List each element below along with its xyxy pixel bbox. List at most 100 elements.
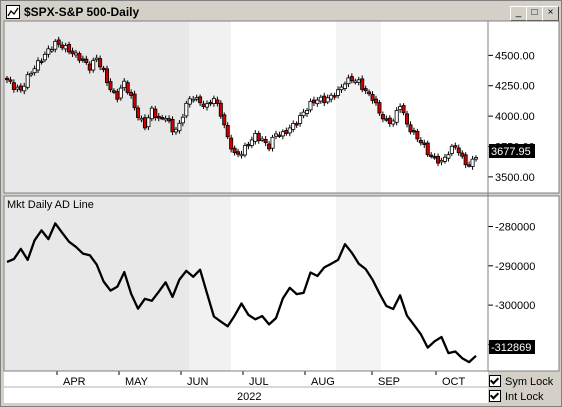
candle-body: [91, 60, 96, 71]
candle-body: [270, 136, 275, 149]
candle-body: [94, 57, 99, 60]
candle-body: [391, 120, 396, 125]
candle-body: [349, 76, 354, 82]
candle-body: [49, 49, 54, 52]
candle-body: [387, 117, 392, 124]
candle-body: [370, 94, 375, 101]
ad-last-label: -312869: [491, 342, 531, 354]
candle-body: [411, 130, 416, 133]
candle-body: [339, 86, 344, 91]
price-y-tick-label: 4000.00: [495, 111, 535, 123]
price-y-tick-label: 4500.00: [495, 50, 535, 62]
candle-body: [401, 105, 406, 114]
ad-y-tick-label: -290000: [495, 261, 535, 273]
candle-body: [408, 124, 413, 133]
candle-body: [11, 82, 16, 91]
candle-body: [149, 107, 154, 120]
int-lock-label: Int Lock: [505, 391, 544, 403]
candle-body: [332, 95, 337, 98]
candle-body: [263, 138, 268, 144]
candle-body: [360, 78, 365, 90]
candle-body: [460, 152, 465, 157]
candle-body: [163, 117, 168, 121]
candle-body: [246, 143, 251, 147]
panel-separator[interactable]: [4, 193, 559, 196]
candle-body: [191, 98, 196, 102]
candle-body: [170, 118, 175, 133]
candle-body: [442, 156, 447, 162]
candle-body: [205, 103, 210, 108]
candle-body: [36, 60, 41, 71]
int-lock-checkbox[interactable]: Int Lock: [489, 390, 544, 403]
window-title: $SPX-S&P 500-Daily: [24, 5, 140, 19]
candle-body: [336, 89, 341, 96]
int-lock-check-icon[interactable]: [489, 390, 501, 402]
candle-body: [215, 99, 220, 104]
candle-body: [201, 103, 206, 107]
price-label-box: [489, 144, 535, 158]
candle-body: [239, 153, 244, 157]
candle-body: [87, 63, 92, 71]
x-axis-month-label: AUG: [311, 376, 335, 388]
candle-body: [160, 117, 165, 120]
sym-lock-label: Sym Lock: [505, 376, 554, 388]
candle-body: [53, 40, 58, 50]
candle-body: [218, 102, 223, 117]
candle-body: [105, 68, 110, 84]
candle-body: [115, 91, 120, 100]
candle-body: [253, 133, 258, 142]
candle-body: [122, 80, 127, 89]
candle-body: [153, 108, 158, 118]
candle-body: [56, 39, 61, 45]
candle-body: [346, 77, 351, 85]
candle-body: [29, 72, 34, 76]
sym-lock-check-icon[interactable]: [489, 375, 501, 387]
candle-body: [287, 127, 292, 134]
candle-body: [256, 133, 261, 142]
ad-shade-light: [189, 196, 231, 371]
sym-lock-checkbox[interactable]: Sym Lock: [489, 375, 553, 388]
ad-y-tick-label: -300000: [495, 300, 535, 312]
candle-body: [118, 87, 123, 99]
candle-body: [187, 98, 192, 105]
candle-body: [356, 79, 361, 83]
ad-label-box: [489, 340, 535, 354]
candle-body: [394, 110, 399, 123]
ad-shade-dark: [4, 196, 189, 371]
ad-title: Mkt Daily AD Line: [7, 199, 94, 211]
candle-body: [222, 114, 227, 126]
candle-body: [39, 60, 44, 63]
candle-body: [142, 117, 147, 129]
ad-y-tick-label: -280000: [495, 222, 535, 234]
candle-body: [377, 102, 382, 114]
candle-body: [111, 90, 116, 93]
candle-body: [449, 145, 454, 154]
candle-body: [8, 79, 13, 82]
candle-body: [322, 95, 327, 104]
candle-body: [22, 85, 27, 92]
candle-body: [132, 93, 137, 109]
x-axis-month-label: OCT: [442, 376, 466, 388]
candle-body: [125, 82, 130, 93]
candle-body: [418, 140, 423, 144]
candle-body: [432, 156, 437, 159]
candle-body: [308, 100, 313, 111]
price-panel-border: [3, 20, 560, 194]
candle-body: [415, 130, 420, 140]
candle-body: [380, 114, 385, 120]
candle-body: [353, 80, 358, 83]
candle-body: [429, 154, 434, 157]
x-axis-month-label: APR: [63, 376, 86, 388]
candle-body: [84, 58, 89, 63]
ad-line-series: [6, 222, 477, 364]
candle-body: [277, 134, 282, 137]
title-bar[interactable]: $SPX-S&P 500-Daily _ □ ×: [2, 2, 560, 23]
candle-body: [422, 142, 427, 145]
price-y-tick-label: 3500.00: [495, 172, 535, 184]
candle-body: [18, 85, 23, 91]
candle-body: [242, 145, 247, 156]
candle-body: [384, 118, 389, 121]
candle-body: [139, 117, 144, 121]
candle-body: [318, 96, 323, 102]
